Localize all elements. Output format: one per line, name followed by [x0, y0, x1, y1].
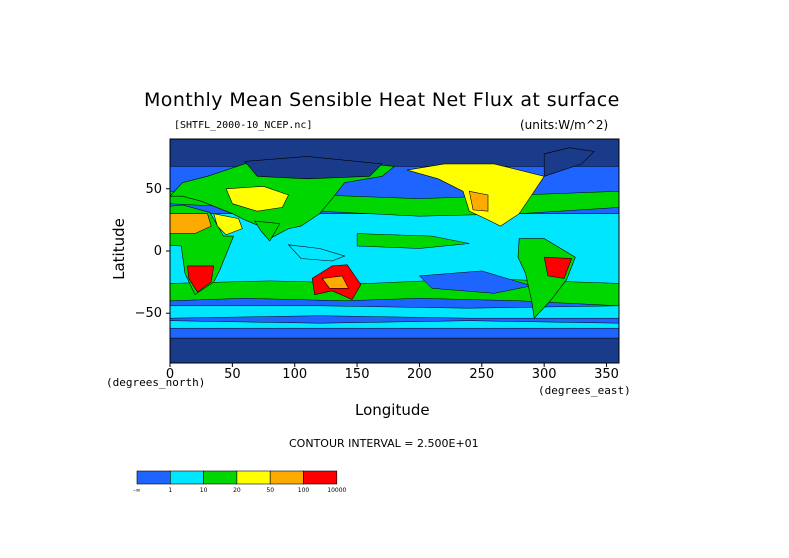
x-tick-label-0: 0	[166, 367, 174, 382]
x-tick-label-350: 350	[594, 367, 619, 382]
file-name-label: [SHTFL_2000-10_NCEP.nc]	[174, 120, 313, 131]
units-label: (units:W/m^2)	[520, 118, 609, 132]
y-tick-label-50: 50	[145, 182, 162, 197]
landmass-north-america-west	[468, 190, 489, 212]
legend-label-4: 50	[266, 487, 274, 494]
chart-title: Monthly Mean Sensible Heat Net Flux at s…	[144, 89, 620, 111]
axes: 0 50 100 150 200 250 300 350 50 0 −50	[135, 182, 619, 382]
legend-swatch-3	[236, 470, 271, 485]
antarctic-ice-margin	[170, 320, 619, 329]
y-axis-label: Latitude	[109, 218, 128, 280]
legend-swatch-0	[136, 470, 171, 485]
y-tick-label--50: −50	[135, 306, 162, 321]
legend-swatch-4	[269, 470, 304, 485]
contour-interval-label: CONTOUR INTERVAL = 2.500E+01	[289, 437, 479, 450]
pacific-green-patch	[356, 233, 470, 249]
x-tick-label-150: 150	[345, 367, 370, 382]
antarctic-edge	[170, 327, 619, 339]
legend-label-5: 100	[298, 487, 310, 494]
legend-label-0: -∞	[133, 487, 140, 494]
legend-label-3: 20	[233, 487, 241, 494]
antarctic-region	[170, 337, 619, 363]
south-pacific-cool	[418, 270, 532, 294]
legend-label-2: 10	[200, 487, 208, 494]
landmass-south-america-hot	[543, 256, 573, 279]
landmass-indonesia	[287, 244, 346, 262]
x-axis-unit: (degrees_east)	[538, 384, 631, 397]
landmass-africa-south-hot	[187, 265, 215, 293]
x-axis-label: Longitude	[355, 401, 430, 419]
landmass-central-asia-warm	[225, 185, 289, 212]
x-tick-label-50: 50	[224, 367, 241, 382]
southern-ocean-band	[170, 305, 619, 319]
landmass-africa-sahara	[170, 213, 212, 234]
legend-label-1: 1	[168, 487, 172, 494]
color-legend: -∞ 1 10 20 50 100 10000	[133, 470, 347, 494]
legend-swatch-5	[303, 470, 338, 485]
landmass-india	[254, 220, 281, 242]
landmass-australia-inner	[321, 275, 349, 289]
x-tick-label-100: 100	[282, 367, 307, 382]
landmass-arabia	[213, 213, 243, 236]
legend-swatch-2	[203, 470, 238, 485]
y-axis-unit: (degrees_north)	[106, 376, 206, 389]
x-tick-label-200: 200	[407, 367, 432, 382]
y-tick-label-0: 0	[154, 244, 162, 259]
landmass-greenland	[543, 147, 595, 177]
landmass-siberia	[244, 156, 383, 180]
legend-swatch-1	[170, 470, 204, 485]
x-tick-label-300: 300	[532, 367, 557, 382]
x-tick-label-250: 250	[469, 367, 494, 382]
heatmap-field	[170, 139, 619, 363]
legend-label-6: 10000	[327, 487, 346, 494]
